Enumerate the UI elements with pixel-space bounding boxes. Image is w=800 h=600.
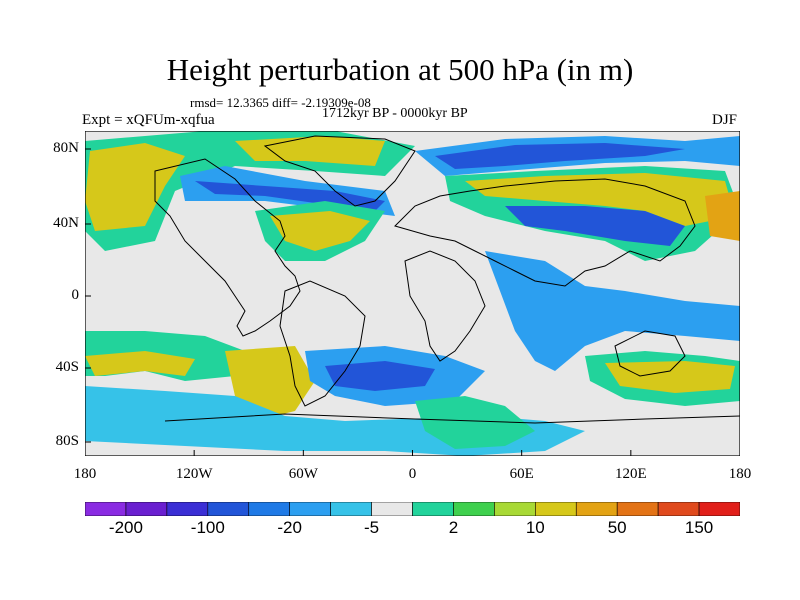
lon-tick-label: 180 (73, 466, 97, 482)
field-region-darkblue (505, 206, 685, 246)
colorbar-swatch (494, 502, 536, 516)
colorbar-swatch (575, 502, 618, 516)
lat-tick-label: 80S (55, 433, 79, 449)
lat-tick-label: 80N (53, 140, 79, 156)
colorbar-swatch (412, 502, 454, 516)
field-region-yellow (85, 351, 195, 376)
experiment-label: Expt = xQFUm-xqfua (82, 112, 215, 128)
map-plot (85, 131, 740, 456)
colorbar-swatch (125, 502, 168, 516)
field-region-blue (485, 251, 740, 371)
lon-tick-label: 120E (614, 466, 647, 482)
lon-tick-label: 120W (175, 466, 213, 482)
lat-tick-label: 40N (53, 215, 79, 231)
lat-tick-label: 40S (55, 359, 79, 375)
period-text: 1712kyr BP - 0000kyr BP (322, 106, 468, 121)
field-region-orange (705, 191, 740, 241)
lon-tick-label: 60E (509, 466, 534, 482)
field-region-darkblue (325, 361, 435, 391)
colorbar-swatch (207, 502, 250, 516)
colorbar-swatch (616, 502, 659, 516)
colorbar-label: -100 (190, 518, 225, 537)
lon-tick-label: 180 (728, 466, 752, 482)
colorbar-label: -20 (277, 518, 302, 537)
colorbar-swatch (657, 502, 700, 516)
season-label: DJF (712, 112, 738, 128)
lon-tick-label: 0 (408, 466, 417, 482)
colorbar-swatch (289, 502, 331, 516)
colorbar-swatch (330, 502, 372, 516)
field-region-yellow (605, 361, 735, 393)
field-region-green (415, 396, 535, 449)
colorbar-label: 10 (525, 518, 545, 537)
lon-tick-label: 60W (288, 466, 318, 482)
field-region-yellow (465, 173, 735, 226)
field-region-yellow (270, 211, 370, 251)
colorbar-swatch (535, 502, 577, 516)
colorbar-swatch (85, 502, 127, 516)
colorbar-label: 2 (448, 518, 459, 537)
colorbar-swatch (371, 502, 413, 516)
lat-tick-label: 0 (71, 287, 80, 303)
field-region-yellow (85, 143, 185, 231)
colorbar-label: 150 (684, 518, 714, 537)
stats-text: rmsd= 12.3365 diff= -2.19309e-08 (190, 95, 371, 110)
field-region-yellow (235, 136, 385, 166)
colorbar-swatch (453, 502, 495, 516)
colorbar-swatch (248, 502, 290, 516)
colorbar (85, 502, 740, 516)
page-title: Height perturbation at 500 hPa (in m) (166, 52, 634, 87)
colorbar-label: -5 (364, 518, 380, 537)
field-region-darkblue (435, 143, 685, 169)
colorbar-label: 50 (607, 518, 627, 537)
colorbar-label: -200 (108, 518, 143, 537)
colorbar-swatch (166, 502, 209, 516)
coastlines (154, 135, 740, 424)
colorbar-swatch (698, 502, 740, 516)
